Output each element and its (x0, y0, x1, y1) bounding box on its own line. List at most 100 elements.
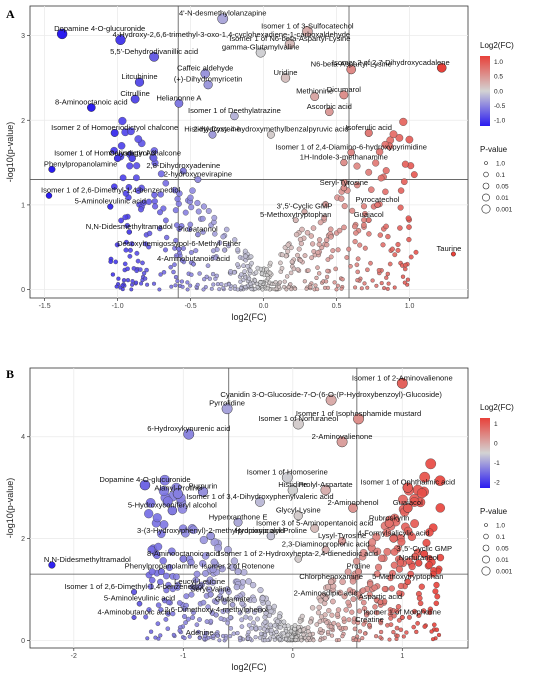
labeled-point (207, 591, 214, 598)
data-point (205, 208, 212, 214)
data-point (350, 588, 357, 595)
data-point (364, 612, 369, 618)
data-point (258, 631, 264, 636)
data-point (151, 198, 158, 205)
size-legend-swatch (481, 204, 491, 214)
data-point (413, 249, 419, 255)
data-point (163, 217, 169, 224)
point-label: Hydroxyprolyl-Proline (235, 526, 307, 535)
data-point (125, 278, 131, 283)
data-point (126, 162, 134, 170)
data-point (405, 215, 412, 222)
point-label: Isomer 1 of Isophosphamide mustard (296, 409, 421, 418)
data-point (325, 629, 331, 635)
data-point (150, 154, 158, 162)
data-point (146, 244, 152, 250)
data-point (296, 246, 302, 252)
data-point (385, 271, 390, 277)
size-legend-label: 0.05 (496, 545, 509, 552)
data-point (353, 230, 359, 236)
data-point (391, 613, 397, 619)
data-point (187, 194, 194, 201)
data-point (158, 272, 163, 277)
labeled-point (364, 128, 373, 137)
data-point (293, 637, 298, 642)
data-point (374, 610, 380, 616)
y-tick-label: 4 (21, 434, 25, 441)
data-point (238, 279, 243, 284)
point-label: gamma-Glutamylvaline (222, 43, 300, 52)
data-point (138, 267, 143, 272)
data-point (194, 199, 201, 207)
data-point (429, 570, 437, 578)
labeled-point (320, 485, 331, 496)
panel-a-tag: A (6, 7, 15, 21)
data-point (190, 609, 197, 616)
data-point (133, 174, 140, 182)
data-point (187, 634, 192, 639)
data-point (411, 624, 416, 630)
data-point (360, 203, 368, 210)
data-point (210, 248, 216, 254)
point-label: Hyperxanthone E (209, 512, 268, 521)
point-label: Isomer 1 of 2,4-Diamino-6-hydroxypyrimid… (275, 142, 427, 151)
data-point (209, 286, 214, 291)
data-point (282, 284, 287, 289)
data-point (341, 616, 347, 622)
color-legend-bar (480, 56, 490, 126)
data-point (218, 616, 224, 622)
data-point (292, 626, 297, 632)
data-point (167, 547, 176, 556)
point-label: Guaiacol (354, 210, 384, 219)
data-point (293, 286, 297, 291)
data-point (409, 497, 420, 507)
data-point (172, 207, 179, 214)
data-point (378, 618, 383, 624)
data-point (372, 159, 380, 167)
point-label: Adenine (186, 628, 214, 637)
data-point (432, 588, 439, 595)
data-point (285, 274, 290, 279)
data-point (376, 268, 382, 273)
data-point (182, 636, 187, 641)
labeled-point (130, 94, 140, 104)
data-point (117, 142, 126, 150)
labeled-point (179, 555, 188, 563)
labeled-point (325, 394, 337, 406)
data-point (271, 603, 277, 610)
data-point (182, 209, 189, 216)
data-point (337, 589, 344, 596)
data-point (199, 535, 208, 545)
panel-b-tag: B (6, 367, 14, 381)
point-label: 1H-Indole-3-methanamine (300, 153, 388, 162)
data-point (164, 234, 170, 241)
data-point (223, 636, 228, 641)
point-label: Piceatannol (178, 225, 218, 234)
data-point (265, 286, 270, 291)
data-point (116, 276, 121, 281)
data-point (110, 146, 118, 155)
data-point (436, 553, 445, 562)
point-label: Seryl-Tyrosine (320, 178, 369, 187)
data-point (181, 529, 190, 538)
data-point (113, 259, 119, 265)
data-point (352, 557, 361, 566)
data-point (163, 572, 170, 580)
data-point (397, 187, 405, 194)
data-point (157, 225, 163, 232)
size-legend-title: P-value (480, 507, 508, 516)
data-point (148, 568, 156, 576)
data-point (202, 277, 207, 282)
data-point (263, 610, 269, 616)
data-point (375, 148, 384, 156)
x-tick-label: 1 (400, 653, 404, 660)
data-point (339, 286, 344, 291)
data-point (222, 247, 227, 253)
data-point (315, 287, 320, 292)
point-label: 4-Aminobutanoic acid (157, 254, 230, 263)
data-point (245, 608, 251, 614)
y-tick-label: 2 (21, 536, 25, 543)
data-point (349, 578, 357, 585)
point-label: 2-Aminovalienone (312, 432, 373, 441)
data-point (193, 248, 199, 254)
